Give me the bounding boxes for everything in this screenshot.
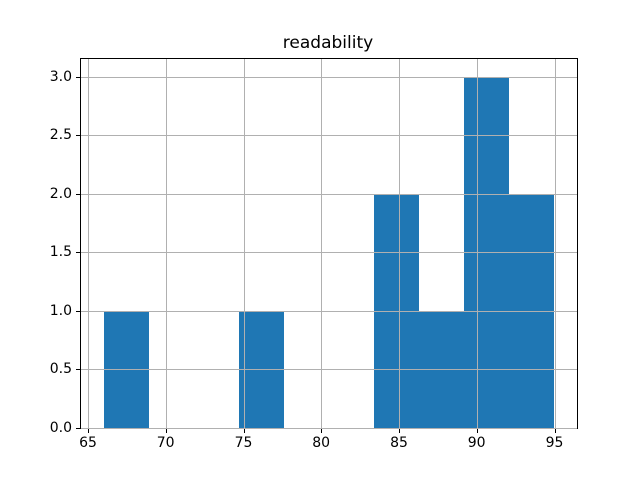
x-tick-mark	[554, 429, 556, 433]
gridline-vertical	[554, 59, 556, 428]
gridline-vertical	[243, 59, 245, 428]
y-tick-label: 1.5	[49, 244, 72, 261]
gridline-vertical	[476, 59, 478, 428]
x-tick-mark	[165, 429, 167, 433]
y-tick-label: 2.0	[49, 185, 72, 202]
plot-area	[80, 58, 578, 429]
gridline-vertical	[399, 59, 400, 428]
y-tick-mark	[76, 369, 80, 371]
x-tick-label: 85	[390, 435, 408, 451]
gridline-horizontal	[81, 193, 577, 195]
y-tick-label: 1.0	[49, 302, 72, 319]
x-tick-label: 95	[545, 435, 564, 451]
gridline-horizontal	[81, 252, 577, 254]
gridline-vertical	[321, 59, 323, 428]
y-tick-mark	[76, 252, 80, 254]
x-tick-mark	[399, 429, 400, 433]
gridline-horizontal	[81, 369, 577, 371]
histogram-bar	[374, 193, 420, 428]
y-tick-mark	[76, 76, 80, 78]
gridline-horizontal	[81, 310, 577, 312]
gridline-vertical	[165, 59, 167, 428]
y-tick-mark	[76, 193, 80, 195]
histogram-bar	[509, 193, 555, 428]
y-tick-mark	[76, 310, 80, 312]
x-tick-mark	[243, 429, 245, 433]
y-tick-mark	[76, 428, 80, 429]
gridline-horizontal	[81, 76, 577, 78]
x-tick-label: 70	[156, 435, 175, 451]
gridline-vertical	[88, 59, 89, 428]
x-tick-label: 90	[467, 435, 486, 451]
x-tick-label: 65	[79, 435, 97, 451]
x-tick-label: 75	[234, 435, 253, 451]
y-tick-label: 2.5	[49, 127, 72, 144]
y-tick-label: 3.0	[49, 68, 72, 85]
x-tick-mark	[476, 429, 478, 433]
y-tick-label: 0.5	[49, 361, 72, 378]
gridline-horizontal	[81, 135, 577, 137]
gridline-horizontal	[81, 428, 577, 429]
x-tick-mark	[321, 429, 323, 433]
y-tick-label: 0.0	[49, 420, 72, 436]
chart-title: readability	[282, 33, 374, 53]
x-tick-mark	[88, 429, 89, 433]
x-tick-label: 80	[312, 435, 331, 451]
y-tick-mark	[76, 135, 80, 137]
